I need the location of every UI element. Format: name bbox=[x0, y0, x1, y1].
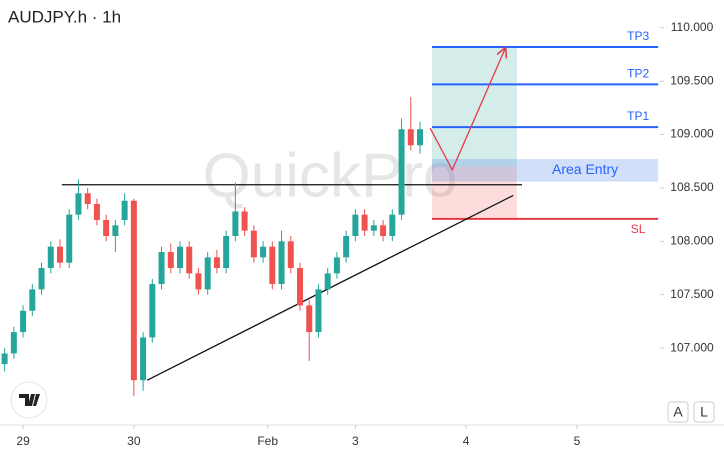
y-tick-label: 108.000 bbox=[670, 234, 714, 248]
candle-body bbox=[278, 241, 285, 285]
entry-label: Area Entry bbox=[552, 161, 618, 177]
candle-body bbox=[167, 252, 174, 269]
candle-body bbox=[186, 246, 193, 274]
candle-body bbox=[1, 353, 8, 365]
candle-body bbox=[250, 230, 257, 258]
candle-body bbox=[112, 225, 119, 236]
candle-body bbox=[20, 310, 27, 333]
y-tick-label: 108.500 bbox=[670, 180, 714, 194]
entry-zone bbox=[432, 159, 659, 182]
candle-body bbox=[130, 200, 137, 381]
x-tick-label: 29 bbox=[16, 434, 30, 448]
x-tick-label: 30 bbox=[127, 434, 141, 448]
level-label: TP3 bbox=[627, 29, 649, 43]
level-label: TP2 bbox=[627, 67, 649, 81]
candle-body bbox=[407, 129, 414, 146]
candle-body bbox=[315, 289, 322, 333]
x-tick-label: 5 bbox=[574, 434, 581, 448]
candle-body bbox=[398, 129, 405, 215]
candle-body bbox=[149, 284, 156, 338]
candle-body bbox=[140, 337, 147, 381]
candle-body bbox=[297, 268, 303, 306]
tv-logo bbox=[10, 381, 48, 419]
candle-body bbox=[333, 257, 340, 274]
y-tick-label: 110.000 bbox=[671, 20, 714, 34]
x-tick-label: 4 bbox=[463, 434, 470, 448]
button-frame[interactable] bbox=[667, 401, 689, 423]
button-frame[interactable] bbox=[693, 401, 715, 423]
target-zone bbox=[432, 46, 517, 167]
candle-body bbox=[380, 225, 387, 236]
candle-body bbox=[352, 214, 359, 236]
candle-body bbox=[10, 332, 17, 354]
candle-body bbox=[324, 273, 331, 290]
candle-body bbox=[57, 246, 63, 263]
chart-title: AUDJPY.h · 1h bbox=[8, 7, 121, 26]
candle-body bbox=[417, 129, 423, 146]
candle-body bbox=[121, 200, 128, 220]
candle-body bbox=[75, 193, 82, 215]
candle-body bbox=[158, 252, 165, 285]
candle-body bbox=[66, 214, 73, 263]
level-label: SL bbox=[631, 222, 646, 236]
y-tick-label: 109.000 bbox=[670, 127, 714, 141]
candle-body bbox=[269, 246, 276, 285]
y-tick-label: 107.500 bbox=[670, 287, 714, 301]
candle-body bbox=[204, 257, 211, 290]
candle-body bbox=[361, 214, 368, 231]
candle-body bbox=[47, 246, 54, 269]
candle-body bbox=[306, 305, 313, 333]
level-label: TP1 bbox=[627, 109, 649, 123]
arrow bbox=[429, 49, 505, 172]
candle-body bbox=[213, 257, 220, 269]
scale-button[interactable]: A bbox=[673, 404, 683, 420]
candle-body bbox=[195, 273, 202, 290]
plot: Area Entry TP3 TP2 TP1 SL bbox=[1, 27, 664, 429]
candle-body bbox=[232, 211, 239, 236]
candle-body bbox=[389, 214, 396, 236]
candle-body bbox=[370, 225, 377, 231]
stop-zone bbox=[432, 166, 517, 219]
candle-body bbox=[223, 235, 230, 269]
watermark: QuickPro bbox=[203, 141, 458, 210]
candle-body bbox=[241, 211, 248, 231]
candle-body bbox=[177, 246, 183, 269]
candle-body bbox=[84, 193, 91, 204]
scale-button[interactable]: L bbox=[700, 404, 708, 420]
candle-body bbox=[93, 203, 100, 220]
candle-body bbox=[343, 235, 350, 258]
candle-body bbox=[38, 268, 45, 290]
x-tick-label: 3 bbox=[352, 434, 359, 448]
candle-body bbox=[29, 289, 36, 311]
y-tick-label: 107.000 bbox=[670, 340, 714, 354]
x-tick-label: Feb bbox=[257, 434, 278, 448]
y-tick-label: 109.500 bbox=[670, 73, 714, 87]
candle-body bbox=[103, 219, 110, 236]
candle-body bbox=[287, 241, 294, 269]
candle-body bbox=[260, 246, 267, 258]
